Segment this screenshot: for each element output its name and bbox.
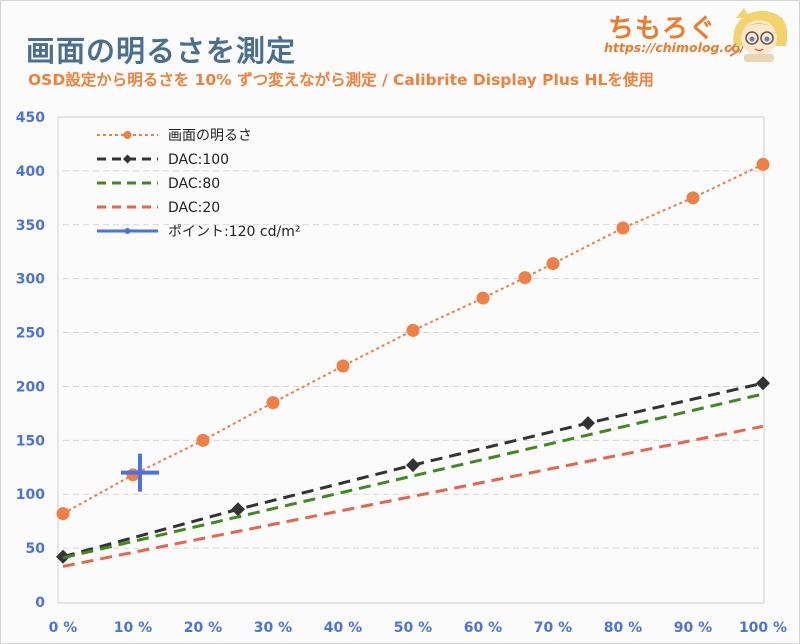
x-tick-label: 70 % [534,620,572,636]
data-point [266,396,280,410]
data-point [686,191,700,205]
chart-title: 画面の明るさを測定 [26,34,297,68]
y-tick-label: 350 [16,218,45,234]
data-point [756,376,770,391]
x-tick-label: 80 % [604,620,642,636]
legend-label: DAC:100 [168,152,229,168]
x-tick-label: 60 % [464,620,502,636]
series-3 [62,424,764,568]
y-tick-label: 50 [26,541,46,557]
legend: 画面の明るさ DAC:100 DAC:80 DAC:20 ポイント:120 cd/m² [97,128,300,240]
brand-logo-text: ちもろぐ [608,14,717,44]
legend-label: ポイント:120 cd/m² [168,224,300,240]
data-point [231,502,245,517]
legend-item-3: DAC:20 [97,200,220,216]
legend-marker [123,131,132,139]
y-tick-label: 400 [16,164,45,180]
legend-item-1: DAC:100 [97,152,229,168]
x-tick-label: 0 % [49,620,78,636]
x-tick-label: 40 % [324,620,362,636]
legend-marker [124,228,131,234]
legend-label: 画面の明るさ [168,128,252,144]
data-point [56,507,70,521]
y-tick-label: 250 [16,326,45,342]
data-point [616,221,630,235]
data-point [336,359,350,373]
x-axis-ticks: 0 % 10 % 20 % 30 % 40 % 50 % 60 % 70 % 80 % 90 % 1… [49,620,787,636]
data-point [196,433,210,447]
chart-subtitle: OSD設定から明るさを 10% ずつ変えながら測定 / Calibrite Di… [28,71,654,89]
series-line [62,163,764,515]
data-point [406,323,420,337]
data-point [126,468,140,482]
legend-marker [123,154,132,164]
data-point [546,257,560,271]
legend-item-2: DAC:80 [97,176,220,192]
series-1 [56,376,770,564]
series-layer [56,157,770,568]
y-tick-label: 100 [16,487,45,503]
data-point [518,271,532,285]
legend-label: DAC:20 [168,200,220,216]
y-tick-label: 300 [16,272,45,288]
y-tick-label: 0 [35,595,45,611]
data-point [756,157,770,171]
x-tick-label: 50 % [394,620,432,636]
y-tick-label: 150 [16,433,45,449]
legend-label: DAC:80 [168,176,220,192]
series-0 [56,157,770,521]
brand-url: https://chimolog.co/ [604,40,745,55]
x-tick-label: 90 % [674,620,712,636]
series-line [62,392,764,560]
y-tick-label: 450 [16,110,45,126]
x-tick-label: 100 % [739,620,787,636]
series-line [62,424,764,568]
plot-area-border [57,116,765,604]
x-tick-label: 10 % [114,620,152,636]
legend-item-4: ポイント:120 cd/m² [97,224,300,240]
x-tick-label: 20 % [184,620,222,636]
data-point [581,416,595,431]
y-axis-ticks: 450 400 350 300 250 200 150 100 50 0 [16,110,45,611]
series-4 [121,453,159,492]
legend-item-0: 画面の明るさ [97,128,252,144]
x-tick-label: 30 % [254,620,292,636]
series-2 [62,392,764,560]
mascot-icon [727,8,788,62]
data-point [476,291,490,305]
data-point [406,458,420,473]
y-tick-label: 200 [16,379,45,395]
